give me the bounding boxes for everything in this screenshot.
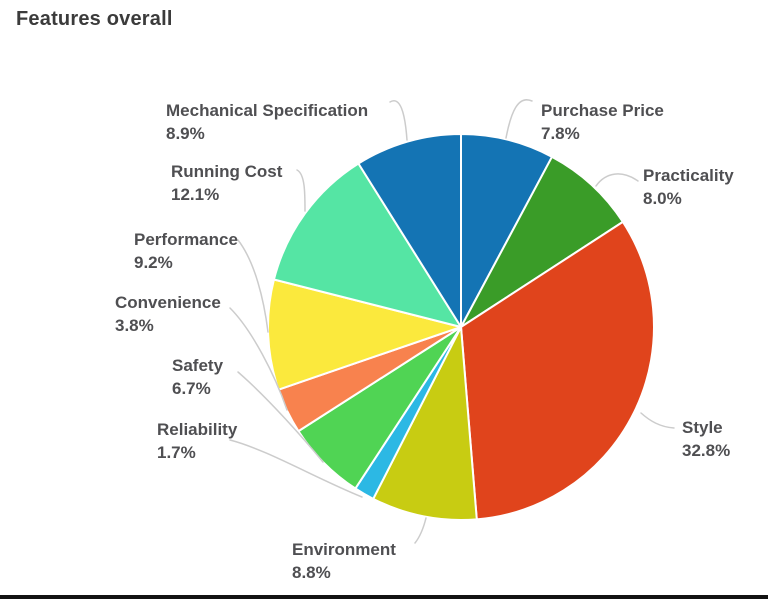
slice-label-text: Practicality <box>643 166 734 185</box>
slice-label-percent: 7.8% <box>541 124 580 143</box>
slice-label-percent: 12.1% <box>171 185 220 204</box>
bottom-border-bar <box>0 595 768 599</box>
leader-line-running-cost <box>296 169 306 212</box>
slice-label-percent: 8.0% <box>643 189 682 208</box>
slice-label-percent: 32.8% <box>682 441 731 460</box>
slice-label-reliability: Reliability 1.7% <box>157 418 237 464</box>
leader-line-style <box>640 412 675 429</box>
slice-label-percent: 6.7% <box>172 379 211 398</box>
slice-label-practicality: Practicality 8.0% <box>643 164 734 210</box>
pie-slice-environment[interactable] <box>372 326 478 521</box>
pie-slice-practicality[interactable] <box>460 155 624 328</box>
slice-label-text: Style <box>682 418 723 437</box>
slice-label-text: Mechanical Specification <box>166 101 369 120</box>
slice-label-convenience: Convenience 3.8% <box>115 291 221 337</box>
chart-title: Features overall <box>16 8 173 30</box>
leader-line-reliability <box>229 439 363 498</box>
slice-label-percent: 1.7% <box>157 443 196 462</box>
slice-label-performance: Performance 9.2% <box>134 228 238 274</box>
slice-label-safety: Safety 6.7% <box>172 354 223 400</box>
slice-label-text: Reliability <box>157 420 238 439</box>
leader-line-practicality <box>595 173 639 187</box>
slice-label-text: Environment <box>292 540 396 559</box>
pie-slice-purchase-price[interactable] <box>460 133 554 328</box>
slice-label-text: Performance <box>134 230 238 249</box>
leader-line-mechanical-specification <box>389 100 408 141</box>
leader-line-environment <box>414 517 427 544</box>
pie-slice-running-cost[interactable] <box>272 162 462 328</box>
slice-label-percent: 3.8% <box>115 316 154 335</box>
leader-line-safety <box>237 371 324 463</box>
slice-label-text: Purchase Price <box>541 101 664 120</box>
slice-label-environment: Environment 8.8% <box>292 538 396 584</box>
leader-line-performance <box>237 239 269 333</box>
pie-slice-mechanical-specification[interactable] <box>357 133 462 328</box>
slice-label-percent: 8.8% <box>292 563 331 582</box>
pie-slice-style[interactable] <box>460 220 655 521</box>
slice-label-percent: 9.2% <box>134 253 173 272</box>
slice-label-running-cost: Running Cost 12.1% <box>171 160 282 206</box>
slice-label-purchase-price: Purchase Price 7.8% <box>541 99 664 145</box>
slice-label-text: Running Cost <box>171 162 283 181</box>
leader-line-convenience <box>229 307 288 411</box>
slice-label-text: Convenience <box>115 293 221 312</box>
slice-label-mechanical-specification: Mechanical Specification 8.9% <box>166 99 368 145</box>
leader-line-purchase-price <box>505 99 533 139</box>
slice-label-style: Style 32.8% <box>682 416 730 462</box>
slice-label-text: Safety <box>172 356 224 375</box>
slice-label-percent: 8.9% <box>166 124 205 143</box>
